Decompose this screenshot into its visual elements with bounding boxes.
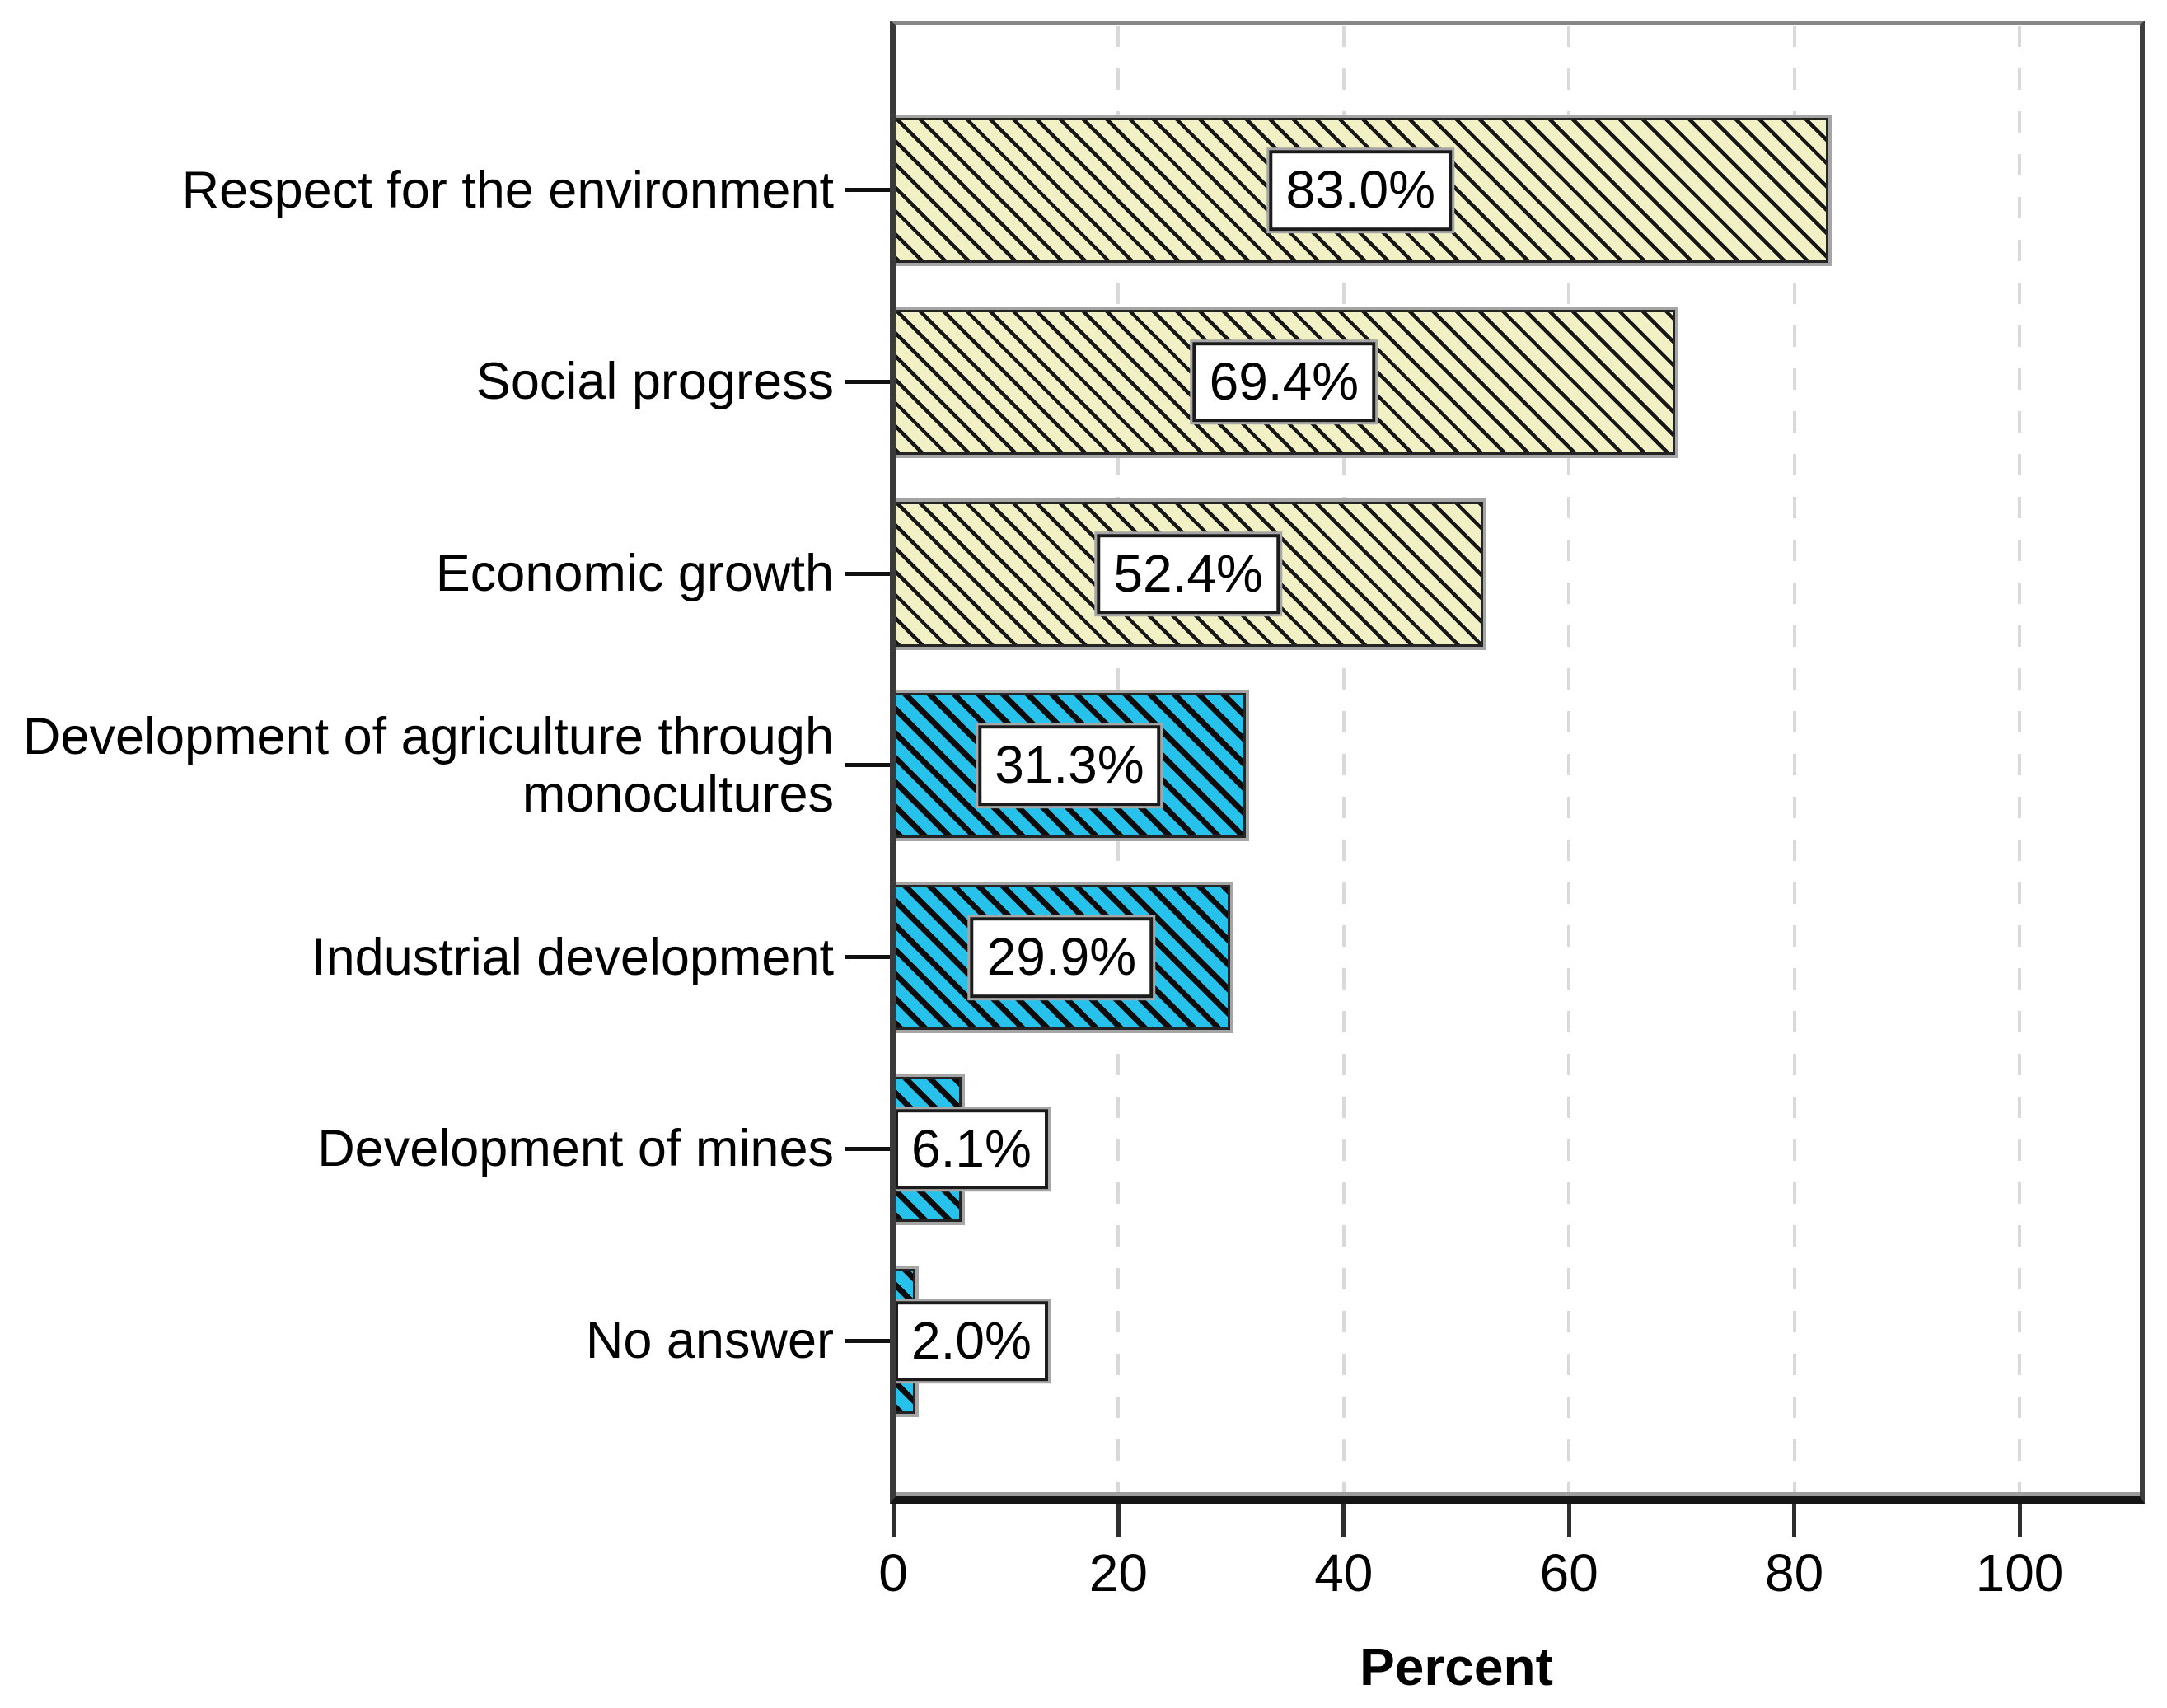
x-tick-label-20: 20 [1088,1543,1148,1603]
x-tick-label-0: 0 [878,1543,908,1603]
category-tick-development-of-agriculture-through-monocultures [845,763,892,768]
category-tick-respect-for-the-environment [845,188,892,192]
x-tick-40 [1341,1504,1346,1537]
x-tick-label-80: 80 [1765,1543,1824,1603]
category-label-development-of-agriculture-through-monocultures: Development of agriculture through monoc… [22,707,834,824]
value-label-development-of-agriculture-through-monocultures: 31.3% [978,725,1161,807]
value-label-economic-growth: 52.4% [1097,533,1280,615]
category-tick-development-of-mines [845,1146,892,1151]
gridline-80 [1792,26,1796,1497]
value-label-social-progress: 69.4% [1192,341,1376,423]
category-label-development-of-mines: Development of mines [317,1120,834,1178]
x-tick-60 [1566,1504,1571,1537]
category-label-social-progress: Social progress [475,353,834,411]
category-label-industrial-development: Industrial development [311,928,834,986]
category-tick-social-progress [845,379,892,384]
category-label-economic-growth: Economic growth [435,545,834,603]
x-tick-20 [1116,1504,1121,1537]
x-axis-title: Percent [1360,1637,1553,1696]
category-label-no-answer: No answer [585,1312,834,1370]
x-tick-80 [1792,1504,1797,1537]
category-tick-no-answer [845,1338,892,1343]
value-label-industrial-development: 29.9% [970,917,1154,998]
gridline-100 [2018,26,2021,1497]
gridline-60 [1567,26,1571,1497]
x-tick-label-40: 40 [1314,1543,1374,1603]
x-tick-100 [2017,1504,2022,1537]
value-label-respect-for-the-environment: 83.0% [1269,150,1453,231]
gridline-40 [1341,26,1346,1497]
category-tick-industrial-development [845,955,892,959]
category-label-respect-for-the-environment: Respect for the environment [181,161,834,219]
category-tick-economic-growth [845,571,892,576]
x-tick-label-100: 100 [1975,1543,2064,1603]
value-label-no-answer: 2.0% [895,1300,1048,1382]
x-tick-label-60: 60 [1539,1543,1598,1603]
x-tick-0 [891,1504,896,1537]
value-label-development-of-mines: 6.1% [895,1108,1048,1190]
